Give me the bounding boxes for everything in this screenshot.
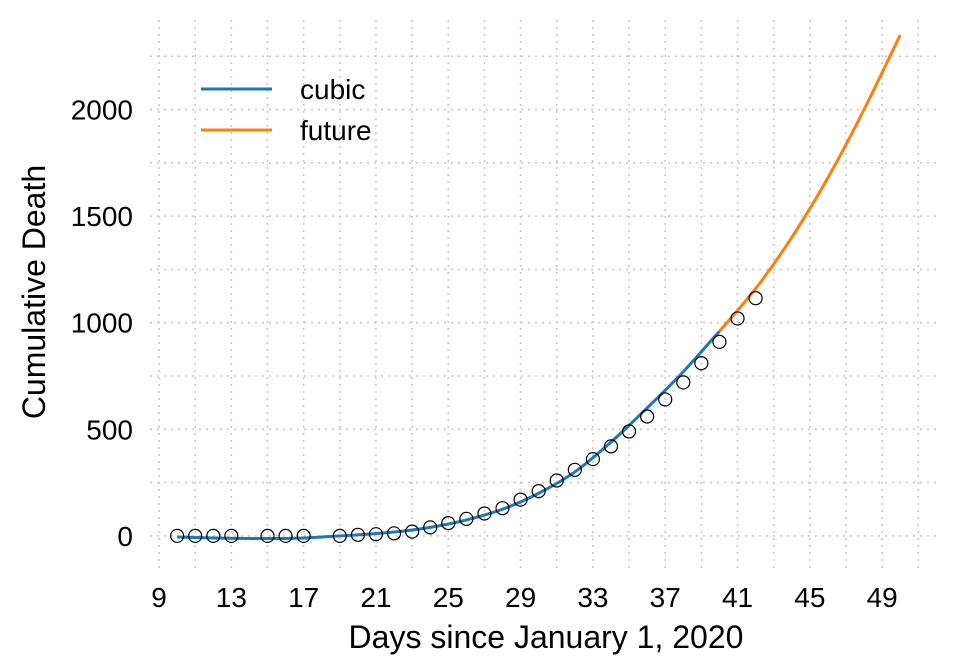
observed-points bbox=[170, 291, 763, 543]
x-tick-label: 45 bbox=[794, 582, 825, 613]
x-tick-label: 33 bbox=[577, 582, 608, 613]
observed-point bbox=[206, 528, 221, 543]
observed-point bbox=[405, 524, 420, 539]
x-tick-label: 21 bbox=[360, 582, 391, 613]
observed-point bbox=[350, 527, 365, 542]
x-gridlines bbox=[158, 20, 920, 570]
observed-point bbox=[694, 356, 709, 371]
x-tick-labels: 9 13 17 21 25 29 33 37 41 45 49 bbox=[151, 582, 897, 613]
observed-point bbox=[441, 516, 456, 531]
observed-point bbox=[549, 473, 564, 488]
observed-point bbox=[170, 528, 185, 543]
observed-point bbox=[567, 462, 582, 477]
observed-point bbox=[513, 492, 528, 507]
y-tick-label: 1500 bbox=[71, 201, 133, 232]
observed-point bbox=[748, 291, 763, 306]
y-tick-label: 0 bbox=[117, 521, 133, 552]
legend-label-future: future bbox=[300, 115, 372, 146]
x-tick-label: 9 bbox=[151, 582, 167, 613]
y-tick-label: 2000 bbox=[71, 95, 133, 126]
observed-point bbox=[658, 392, 673, 407]
observed-point bbox=[386, 526, 402, 541]
x-tick-label: 37 bbox=[650, 582, 681, 613]
observed-point bbox=[712, 334, 727, 349]
x-tick-label: 41 bbox=[722, 582, 753, 613]
observed-point bbox=[224, 528, 239, 543]
observed-point bbox=[260, 528, 275, 543]
x-tick-label: 13 bbox=[216, 582, 247, 613]
x-tick-label: 29 bbox=[505, 582, 536, 613]
observed-point bbox=[477, 506, 492, 521]
observed-point bbox=[585, 452, 601, 467]
observed-point bbox=[368, 527, 384, 542]
x-tick-label: 49 bbox=[867, 582, 898, 613]
observed-point bbox=[531, 484, 546, 499]
observed-point bbox=[459, 511, 474, 526]
observed-point bbox=[188, 528, 203, 543]
observed-point bbox=[621, 424, 637, 439]
x-tick-label: 25 bbox=[433, 582, 464, 613]
observed-point bbox=[423, 520, 438, 535]
observed-point bbox=[495, 501, 510, 516]
x-tick-label: 17 bbox=[288, 582, 319, 613]
series-lines bbox=[177, 34, 902, 541]
legend: cubic future bbox=[201, 74, 372, 146]
y-gridlines bbox=[150, 55, 940, 537]
legend-label-cubic: cubic bbox=[300, 74, 365, 105]
series-line-cubic bbox=[177, 330, 721, 541]
observed-point bbox=[278, 528, 293, 543]
observed-point bbox=[676, 375, 691, 390]
series-line-future bbox=[718, 34, 902, 333]
y-tick-label: 1000 bbox=[71, 308, 133, 339]
observed-point bbox=[296, 528, 311, 543]
y-tick-labels: 0 500 1000 1500 2000 bbox=[71, 95, 133, 552]
observed-point bbox=[603, 439, 619, 454]
y-tick-label: 500 bbox=[86, 414, 133, 445]
observed-point bbox=[332, 528, 347, 543]
x-axis-title: Days since January 1, 2020 bbox=[349, 619, 744, 655]
observed-point bbox=[730, 311, 745, 326]
y-axis-title: Cumulative Death bbox=[16, 165, 52, 419]
observed-point bbox=[640, 409, 655, 424]
